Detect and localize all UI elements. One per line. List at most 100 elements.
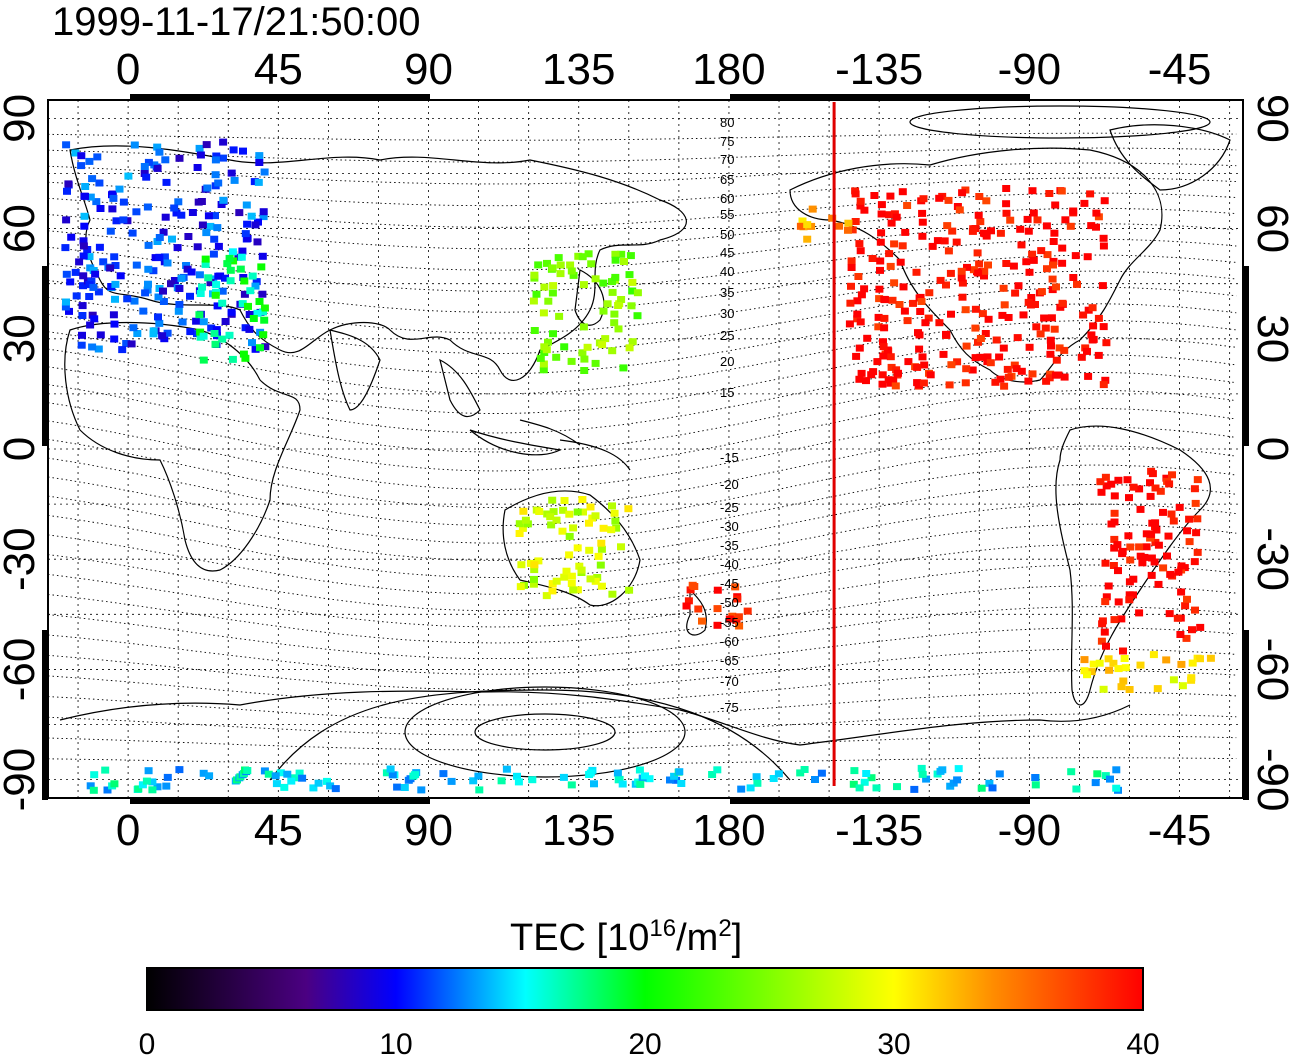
tec-point [1024,227,1033,235]
tec-point [155,148,164,156]
tec-point [1173,614,1182,622]
tec-point [796,222,805,230]
tec-point [1147,571,1156,579]
tec-point [521,516,530,524]
tec-point [1042,222,1051,230]
tec-point [591,275,600,283]
tec-point [283,770,292,778]
tec-point [735,622,744,630]
x-tick-label: -135 [835,806,923,855]
tec-point [574,252,583,260]
tec-point [713,621,722,629]
tec-point [210,330,219,337]
tec-point [134,785,143,793]
tec-point [698,617,706,625]
tec-point [1099,685,1108,693]
tec-point [1097,488,1106,496]
contour-line [48,162,1237,185]
tec-point [1052,371,1060,379]
tec-point [672,776,681,784]
tec-point [1114,665,1123,673]
tec-point [1098,282,1107,290]
tec-point [209,275,218,283]
tec-point [1025,343,1034,351]
tec-point [1191,606,1199,614]
tec-point [548,289,557,297]
tec-point [1099,381,1108,389]
tec-point [578,496,587,503]
tec-point [1084,372,1093,380]
tec-point [118,346,127,354]
tec-point [1079,311,1088,319]
tec-point [969,266,978,274]
tec-point [1159,508,1167,516]
tec-point [879,338,887,346]
tec-point [1150,558,1159,566]
tec-point [922,775,931,783]
tec-point [1052,283,1060,291]
tec-point [130,297,139,305]
tec-point [184,233,193,240]
tec-point [1002,260,1011,267]
tec-point [746,784,755,792]
tec-point [1046,350,1055,358]
tec-point [909,299,917,307]
tec-point [1119,647,1127,655]
tec-point [1094,314,1103,322]
tec-point [944,196,953,204]
tec-point [1029,256,1038,264]
tec-point [154,293,163,301]
tec-point [241,230,250,238]
tec-point [195,311,204,319]
tec-point [95,179,104,187]
tec-point [565,510,574,518]
tec-point [1102,339,1111,347]
tec-point [261,343,270,351]
tec-point [260,304,269,312]
tec-point [633,312,642,320]
tec-point [144,241,153,249]
tec-point [1190,485,1199,493]
tec-point [1192,529,1201,537]
tec-point [918,353,927,361]
tec-point [251,282,260,290]
tec-point [628,278,637,286]
tec-point [110,335,119,343]
tec-point [144,265,153,273]
tec-point [1051,201,1060,209]
tec-point [946,269,955,277]
tec-point [257,263,266,271]
tec-point [230,176,239,184]
tec-point [71,149,80,157]
tec-point [586,575,595,583]
tec-point [1006,216,1015,224]
tec-point [77,341,86,349]
tec-point [536,354,545,362]
tec-point [1057,187,1066,195]
tec-point [920,361,929,369]
tec-point [243,767,252,774]
tec-point [162,178,171,186]
tec-point [1027,294,1036,301]
tec-point [857,369,866,377]
tec-point [382,769,391,777]
x-tick-label: 135 [542,45,615,94]
tec-point [71,268,80,276]
tec-point [853,297,862,305]
x-tick-label: -90 [998,806,1062,855]
tec-point [1102,593,1111,601]
tec-point [172,209,181,217]
tec-point [161,213,170,221]
tec-point [1168,471,1176,479]
tec-point [578,253,587,261]
tec-point [502,765,511,773]
tec-point [981,330,990,337]
tec-point [896,258,905,266]
tec-point [912,268,921,276]
tec-point [119,216,128,224]
contour-label: 70 [720,152,734,167]
tec-point [195,271,204,279]
tec-point [186,328,195,336]
tec-point [248,272,257,280]
tec-point [149,267,158,275]
